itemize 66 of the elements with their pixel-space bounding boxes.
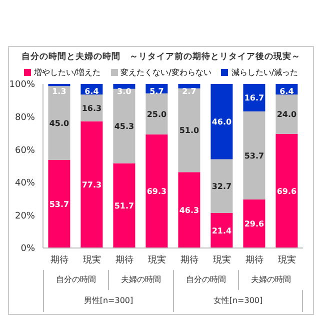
data-label: 51.0 bbox=[179, 126, 200, 136]
y-tick-label: 40% bbox=[14, 178, 36, 189]
x-tick-label: 現実 bbox=[148, 254, 166, 266]
bar bbox=[113, 84, 136, 89]
text: 自分の時間 bbox=[43, 270, 108, 290]
data-label: 46.3 bbox=[179, 206, 200, 216]
data-label: 32.7 bbox=[212, 182, 232, 192]
text: 夫婦の時間 bbox=[108, 270, 173, 290]
data-label: 46.0 bbox=[212, 118, 232, 127]
x-tick-label: 期待 bbox=[245, 254, 264, 266]
data-label: 3.0 bbox=[117, 87, 132, 96]
bar bbox=[48, 86, 70, 160]
bar bbox=[276, 134, 298, 248]
y-tick-label: 80% bbox=[14, 112, 36, 123]
data-label: 53.7 bbox=[49, 200, 70, 209]
data-label: 69.6 bbox=[276, 186, 297, 196]
text: 女性[n=300] bbox=[173, 290, 303, 312]
bar bbox=[48, 160, 70, 248]
data-label: 1.3 bbox=[52, 87, 66, 96]
data-label: 24.0 bbox=[276, 110, 297, 120]
data-label: 77.3 bbox=[82, 180, 102, 190]
x-tick-label: 期待 bbox=[50, 254, 68, 266]
data-label: 16.3 bbox=[82, 104, 102, 113]
bar bbox=[276, 94, 298, 134]
bar bbox=[210, 84, 233, 160]
data-label: 45.3 bbox=[114, 122, 134, 132]
data-label: 6.4 bbox=[84, 87, 100, 96]
text: 男性[n=300] bbox=[43, 290, 173, 312]
y-tick-label: 100% bbox=[9, 80, 36, 90]
data-label: 16.7 bbox=[244, 94, 264, 103]
data-label: 6.4 bbox=[280, 87, 294, 96]
x-tick-label: 期待 bbox=[115, 254, 134, 266]
bar bbox=[113, 163, 136, 248]
bar bbox=[243, 199, 266, 248]
bar bbox=[113, 88, 136, 164]
bar bbox=[210, 159, 233, 213]
x-tick-label: 現実 bbox=[82, 254, 101, 266]
x-tick-label: 現実 bbox=[278, 254, 296, 266]
x-tick-label: 現実 bbox=[212, 254, 231, 266]
data-label: 51.7 bbox=[114, 202, 134, 211]
bar bbox=[243, 84, 266, 112]
legend-label: 変えたくない/変わらない bbox=[120, 67, 212, 78]
data-label: 21.4 bbox=[212, 226, 232, 236]
text: 夫婦の時間 bbox=[238, 270, 303, 290]
bar bbox=[80, 121, 103, 248]
bar bbox=[178, 88, 200, 172]
y-tick-label: 20% bbox=[14, 211, 36, 222]
chart-title: 自分の時間と夫婦の時間 ～リタイア前の期待とリタイア後の現実～ bbox=[20, 51, 302, 63]
text: 自分の時間 bbox=[173, 270, 238, 290]
bar bbox=[243, 111, 266, 200]
data-label: 29.6 bbox=[244, 220, 264, 229]
data-label: 69.3 bbox=[146, 187, 167, 196]
bar bbox=[178, 84, 200, 88]
y-tick-label: 60% bbox=[14, 146, 36, 156]
legend-label: 減らしたい/減った bbox=[230, 67, 298, 78]
bar bbox=[146, 93, 168, 134]
bar bbox=[146, 134, 168, 248]
x-tick-label: 期待 bbox=[180, 254, 198, 266]
bar bbox=[210, 212, 233, 248]
data-label: 53.7 bbox=[244, 151, 264, 160]
data-label: 45.0 bbox=[49, 119, 70, 128]
y-tick-label: 0% bbox=[20, 244, 36, 254]
data-label: 25.0 bbox=[146, 110, 167, 119]
legend-label: 増やしたい/増えた bbox=[32, 67, 101, 78]
bar bbox=[178, 172, 200, 248]
data-label: 2.7 bbox=[182, 87, 196, 96]
